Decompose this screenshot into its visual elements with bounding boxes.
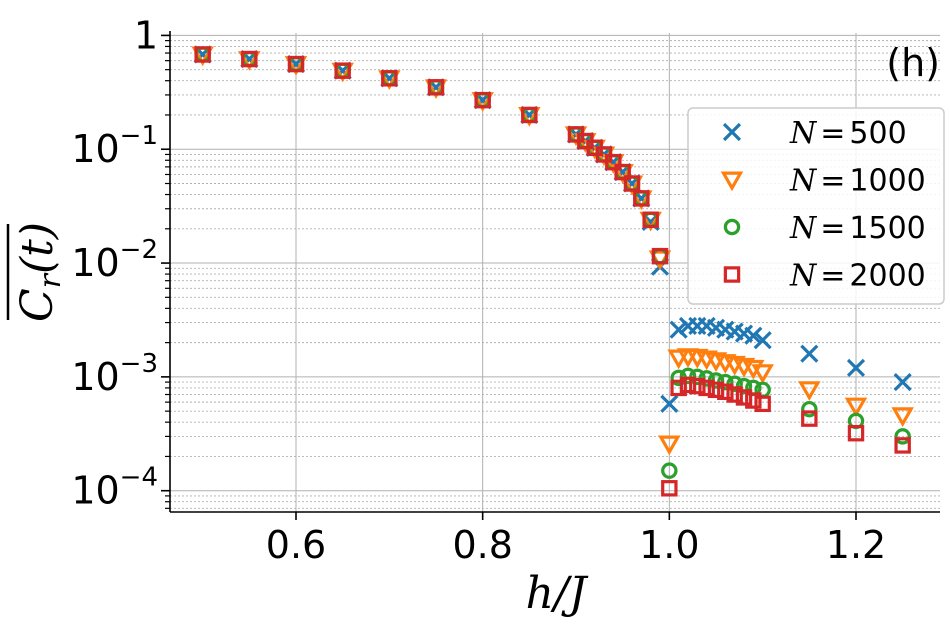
data-point (334, 62, 351, 79)
y-tick-label: 10−3 (71, 349, 158, 399)
panel-label: (h) (886, 41, 940, 85)
svg-text:h/J: h/J (526, 568, 589, 619)
legend-item: N = 1000 (720, 164, 926, 199)
series-2000 (194, 46, 911, 497)
data-point (642, 211, 659, 229)
data-point (735, 377, 753, 395)
data-point (735, 389, 753, 406)
data-point (287, 55, 305, 73)
y-axis-label-sub: r (33, 272, 68, 288)
data-point (844, 397, 868, 418)
data-point (698, 379, 715, 397)
y-axis-label-base: C (12, 288, 63, 322)
legend-marker (723, 266, 741, 283)
data-point (669, 320, 688, 339)
data-point (801, 410, 818, 427)
data-point (801, 400, 818, 418)
data-point (381, 70, 398, 87)
data-point (894, 428, 911, 445)
x-tick-label: 1.0 (639, 523, 699, 567)
data-point (754, 395, 771, 413)
data-point (241, 50, 258, 68)
data-point (800, 344, 819, 363)
data-point (651, 247, 669, 265)
data-point (894, 437, 911, 454)
data-point (521, 106, 538, 124)
legend-item: N = 500 (722, 116, 907, 151)
axes (169, 31, 940, 513)
legend-label: N = 2000 (789, 259, 926, 294)
y-tick-label-exp: −2 (120, 235, 158, 265)
legend-frame (687, 107, 945, 305)
y-tick-label-exp: −1 (120, 121, 158, 151)
y-tick-label: 10−4 (71, 463, 158, 513)
data-point (679, 367, 697, 385)
legend-item: N = 2000 (723, 259, 926, 294)
data-point (751, 364, 774, 384)
data-point (847, 424, 865, 442)
data-point (753, 331, 772, 350)
data-point (670, 379, 687, 397)
data-point (679, 376, 697, 394)
y-tick-label-base: 10 (71, 469, 119, 513)
svg-text:Cr(t): Cr(t) (12, 222, 68, 322)
legend-label: N = 1500 (789, 211, 926, 246)
legend-marker (723, 218, 741, 236)
y-tick-label: 10−2 (71, 235, 158, 285)
x-tick-label: 0.8 (452, 523, 512, 567)
data-point (660, 394, 679, 413)
data-point (194, 46, 211, 63)
x-tick-label: 1.2 (826, 523, 886, 567)
data-point (745, 392, 762, 409)
data-point (707, 381, 725, 399)
data-point (798, 381, 821, 401)
y-tick-label: 1 (134, 13, 158, 57)
y-axis-label-arg: (t) (12, 222, 63, 274)
data-point (474, 91, 491, 109)
plot-area (191, 45, 914, 497)
data-point (658, 435, 681, 456)
y-tick-label-exp: −4 (120, 463, 158, 493)
legend: N = 500 N = 1000 N = 1500 N = 2000 (687, 107, 945, 305)
data-point (744, 326, 763, 345)
y-tick-label-base: 10 (71, 355, 119, 399)
x-tick-label: 0.6 (266, 523, 326, 567)
y-axis-label: Cr(t) (6, 222, 68, 322)
legend-marker (722, 122, 742, 142)
y-tick-label-base: 10 (71, 241, 119, 285)
y-tick-label: 10−1 (71, 121, 158, 171)
x-axis-label: h/J (526, 568, 589, 619)
data-point (893, 373, 912, 392)
x-ticks: 0.6 0.8 1.0 1.2 (266, 512, 886, 567)
data-point (726, 386, 743, 403)
data-point (614, 163, 631, 181)
legend-item: N = 1500 (723, 211, 926, 246)
data-point (661, 480, 678, 497)
data-point (633, 190, 650, 207)
legend-label: N = 500 (789, 116, 907, 151)
y-tick-label-exp: −3 (120, 349, 158, 379)
data-point (689, 377, 706, 395)
data-point (623, 175, 641, 192)
y-tick-label-base: 10 (71, 127, 119, 171)
data-point (891, 407, 914, 427)
data-point (846, 358, 866, 377)
data-point (717, 383, 734, 400)
legend-marker (720, 171, 744, 192)
data-point (661, 462, 678, 479)
y-tick-label-base: 1 (134, 13, 158, 57)
data-point (605, 153, 622, 171)
legend-label: N = 1000 (789, 164, 926, 199)
data-point (427, 79, 445, 96)
y-ticks: 110−110−210−310−4 (71, 13, 170, 513)
